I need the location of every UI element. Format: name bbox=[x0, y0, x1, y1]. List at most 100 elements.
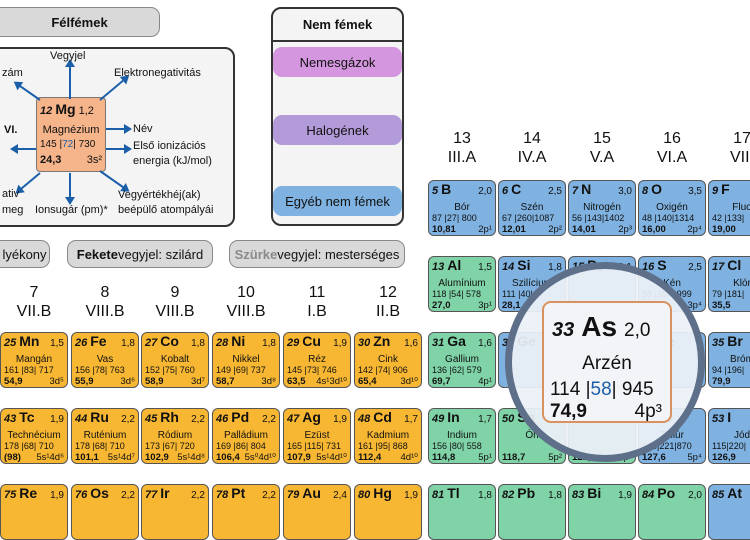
element-cell-ir[interactable]: 77 Ir 2,2 bbox=[141, 484, 209, 540]
element-name: Ródium bbox=[157, 430, 193, 441]
element-mass: 28,1 bbox=[502, 300, 521, 311]
element-header: 75 Re 1,9 bbox=[4, 486, 64, 501]
element-mass: 10,81 bbox=[432, 224, 456, 235]
element-data: 145 |73| 746 bbox=[287, 365, 337, 375]
element-config: 4s¹3d¹⁰ bbox=[316, 376, 347, 387]
element-cell-rh[interactable]: 45 Rh 2,2 Ródium 173 |67| 720 102,9 5s¹4d⁸ bbox=[141, 408, 209, 464]
element-cell-cd[interactable]: 48 Cd 1,7 Kadmium 161 |95| 868 112,4 4d¹⁰ bbox=[354, 408, 422, 464]
element-footer: 79,9 bbox=[712, 376, 750, 387]
element-symbol: S bbox=[657, 257, 667, 273]
element-cell-i[interactable]: 53 I Jód 115|220| 126,9 bbox=[708, 408, 750, 464]
element-electronegativity: 3,0 bbox=[618, 186, 632, 197]
element-footer: 55,9 3d⁶ bbox=[75, 376, 135, 387]
group-number: 14 bbox=[523, 130, 541, 147]
element-name: Fluo bbox=[732, 202, 750, 213]
element-cell-f[interactable]: 9 F Fluo 42 |133| 19,00 bbox=[708, 180, 750, 236]
element-number: 84 bbox=[642, 489, 655, 501]
element-electronegativity: 2,5 bbox=[548, 186, 562, 197]
element-cell-pd[interactable]: 46 Pd 2,2 Palládium 169 |86| 804 106,4 5s⁰4d¹⁰ bbox=[212, 408, 280, 464]
arrow-right2-icon bbox=[106, 144, 132, 154]
group-roman: VI.A bbox=[656, 149, 688, 166]
element-data: 173 |67| 720 bbox=[145, 441, 195, 451]
element-footer: 114,8 5p¹ bbox=[432, 452, 492, 463]
element-config: 2p¹ bbox=[478, 224, 492, 235]
element-header: 26 Fe 1,8 bbox=[75, 333, 135, 349]
element-electronegativity: 1,7 bbox=[478, 414, 492, 425]
element-cell-hg[interactable]: 80 Hg 1,9 bbox=[354, 484, 422, 540]
element-symbol: Fe bbox=[90, 333, 107, 349]
element-mass: 114,8 bbox=[432, 452, 456, 463]
element-cell-au[interactable]: 79 Au 2,4 bbox=[283, 484, 351, 540]
element-cell-n[interactable]: 7 N 3,0 Nitrogén 56 |143|1402 14,01 2p³ bbox=[568, 180, 636, 236]
element-symbol: Hg bbox=[373, 485, 392, 501]
category-egyeb: Egyéb nem fémek bbox=[273, 186, 402, 216]
element-cell-in[interactable]: 49 In 1,7 Indium 156 |80| 558 114,8 5p¹ bbox=[428, 408, 496, 464]
state-liquid-label: lyékony bbox=[2, 246, 47, 262]
element-cell-o[interactable]: 8 O 3,5 Oxigén 48 |140|1314 16,00 2p⁴ bbox=[638, 180, 706, 236]
arrow-left-icon bbox=[12, 148, 36, 150]
category-egyeb-label: Egyéb nem fémek bbox=[285, 193, 390, 209]
label-vegyerte-1: Vegyértékhéj(ak) bbox=[118, 189, 201, 201]
state-solid-bold: Fekete bbox=[76, 246, 118, 262]
element-cell-cl[interactable]: 17 Cl Klór 79 |181| 35,5 bbox=[708, 256, 750, 312]
element-data: 115|220| bbox=[712, 441, 747, 451]
group-number: 13 bbox=[453, 130, 471, 147]
element-cell-c[interactable]: 6 C 2,5 Szén 67 |260|1087 12,01 2p² bbox=[498, 180, 566, 236]
element-mass: 63,5 bbox=[287, 376, 306, 387]
group-header-15: 15 V.A bbox=[568, 129, 636, 167]
element-cell-b[interactable]: 5 B 2,0 Bór 87 |27| 800 10,81 2p¹ bbox=[428, 180, 496, 236]
element-number: 75 bbox=[4, 489, 17, 501]
element-symbol: Zn bbox=[373, 333, 391, 349]
element-cell-zn[interactable]: 30 Zn 1,6 Cink 142 |74| 906 65,4 3d¹⁰ bbox=[354, 332, 422, 388]
element-cell-mn[interactable]: 25 Mn 1,5 Mangán 161 |83| 717 54,9 3d⁵ bbox=[0, 332, 68, 388]
element-cell-ga[interactable]: 31 Ga 1,6 Gallium 136 |62| 579 69,7 4p¹ bbox=[428, 332, 496, 388]
element-data: 67 |260|1087 bbox=[502, 213, 555, 223]
group-roman: II.B bbox=[375, 303, 400, 320]
element-cell-os[interactable]: 76 Os 2,2 bbox=[71, 484, 139, 540]
element-header: 76 Os 2,2 bbox=[75, 486, 135, 501]
element-symbol: Pt bbox=[231, 485, 246, 501]
element-cell-ru[interactable]: 44 Ru 2,2 Ruténium 178 |68| 710 101,1 5s¹4d⁷ bbox=[71, 408, 139, 464]
element-cell-tl[interactable]: 81 Tl 1,8 bbox=[428, 484, 496, 540]
element-cell-bi[interactable]: 83 Bi 1,9 bbox=[568, 484, 636, 540]
element-cell-pt[interactable]: 78 Pt 2,2 bbox=[212, 484, 280, 540]
element-cell-po[interactable]: 84 Po 2,0 bbox=[638, 484, 706, 540]
element-cell-pb[interactable]: 82 Pb 1,8 bbox=[498, 484, 566, 540]
element-cell-co[interactable]: 27 Co 1,8 Kobalt 152 |75| 760 58,9 3d⁷ bbox=[141, 332, 209, 388]
element-symbol: Tl bbox=[447, 485, 460, 501]
element-symbol: Cd bbox=[373, 409, 392, 425]
element-electronegativity: 1,9 bbox=[618, 490, 632, 501]
element-symbol: Co bbox=[160, 333, 179, 349]
element-cell-ag[interactable]: 47 Ag 1,9 Ezüst 165 |115| 731 107,9 5s¹4d¹⁰ bbox=[283, 408, 351, 464]
element-cell-ni[interactable]: 28 Ni 1,8 Nikkel 149 |69| 737 58,7 3d⁸ bbox=[212, 332, 280, 388]
element-cell-fe[interactable]: 26 Fe 1,8 Vas 156 |78| 763 55,9 3d⁶ bbox=[71, 332, 139, 388]
element-symbol: At bbox=[727, 485, 743, 501]
element-symbol: F bbox=[721, 181, 730, 197]
group-number: 17 bbox=[733, 130, 750, 147]
magnified-element-as[interactable]: 33 As 2,0 Arzén 114 |58| 945 74,9 4p³ bbox=[542, 301, 672, 423]
element-number: 9 bbox=[712, 185, 719, 197]
element-number: 45 bbox=[145, 413, 158, 425]
element-electronegativity: 1,9 bbox=[50, 490, 64, 501]
element-symbol: Ga bbox=[447, 333, 466, 349]
element-electronegativity: 3,5 bbox=[688, 186, 702, 197]
element-name: Cink bbox=[377, 354, 398, 365]
element-number: 53 bbox=[712, 413, 725, 425]
element-data: 152 |75| 760 bbox=[145, 365, 195, 375]
group-header-17: 17 VII. bbox=[708, 129, 750, 167]
element-cell-cu[interactable]: 29 Cu 1,9 Réz 145 |73| 746 63,5 4s¹3d¹⁰ bbox=[283, 332, 351, 388]
label-vegyjel: Vegyjel bbox=[50, 50, 86, 62]
element-data: 111 |40| bbox=[502, 289, 533, 299]
element-footer: 69,7 4p¹ bbox=[432, 376, 492, 387]
element-cell-at[interactable]: 85 At bbox=[708, 484, 750, 540]
element-symbol: I bbox=[727, 409, 732, 425]
element-electronegativity: 1,9 bbox=[404, 490, 418, 501]
felfemek-label: Félfémek bbox=[51, 14, 108, 30]
group-header-11: 11 I.B bbox=[283, 283, 351, 321]
element-cell-tc[interactable]: 43 Tc 1,9 Technécium 178 |68| 710 (98) 5s¹4d⁶ bbox=[0, 408, 68, 464]
element-electronegativity: 2,2 bbox=[262, 414, 276, 425]
element-cell-al[interactable]: 13 Al 1,5 Alumínium 118 |54| 578 27,0 3p¹ bbox=[428, 256, 496, 312]
element-header: 7 N 3,0 bbox=[572, 182, 632, 197]
element-cell-re[interactable]: 75 Re 1,9 bbox=[0, 484, 68, 540]
